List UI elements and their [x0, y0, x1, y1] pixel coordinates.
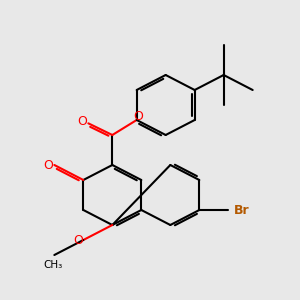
Text: O: O [134, 110, 143, 122]
Text: CH₃: CH₃ [43, 260, 62, 270]
Text: O: O [44, 158, 53, 172]
Text: O: O [74, 233, 83, 247]
Text: O: O [77, 115, 87, 128]
Text: Br: Br [234, 203, 250, 217]
